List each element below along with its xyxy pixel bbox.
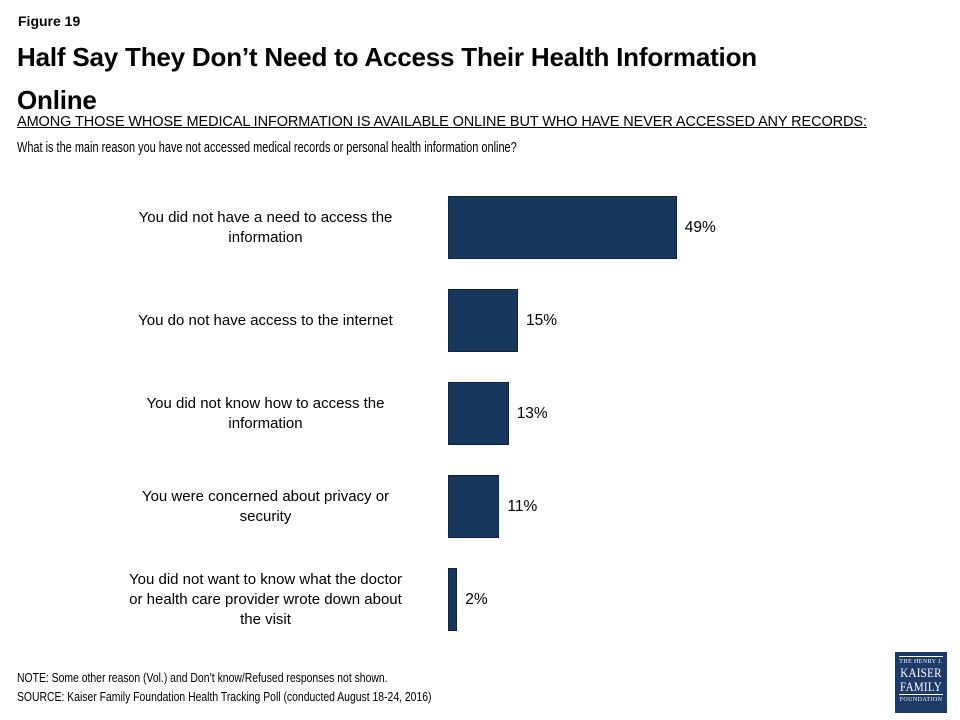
bar-row: You did not have a need to access the in… <box>0 181 960 274</box>
note-text: NOTE: Some other reason (Vol.) and Don’t… <box>17 670 388 685</box>
value-label: 49% <box>684 218 716 236</box>
bar-no-need <box>448 196 677 259</box>
value-label: 15% <box>526 311 558 329</box>
logo-kaiser-text: KAISER <box>900 665 942 680</box>
category-label: You did not have a need to access the in… <box>138 208 393 246</box>
bar-row: You did not want to know what the doctor… <box>0 553 960 646</box>
bar-did-not-want-to-know <box>448 568 458 631</box>
bar-chart: You did not have a need to access the in… <box>0 181 960 646</box>
category-label: You did not know how to access the infor… <box>146 394 385 432</box>
bar-privacy-security <box>448 475 500 538</box>
category-label: You were concerned about privacy or secu… <box>141 487 390 525</box>
bar-row: You do not have access to the internet 1… <box>0 274 960 367</box>
bar-row: You were concerned about privacy or secu… <box>0 460 960 553</box>
page-title: Half Say They Don’t Need to Access Their… <box>17 36 952 122</box>
logo-foundation-text: FOUNDATION <box>899 697 943 703</box>
logo-henry-j-text: THE HENRY J. <box>899 659 943 665</box>
category-label: You do not have access to the internet <box>138 311 393 329</box>
page-title-line-2: Online <box>17 85 97 115</box>
logo-family-text: FAMILY <box>900 678 942 694</box>
kff-logo: THE HENRY J. KAISER FAMILY FOUNDATION <box>895 652 947 713</box>
bar-did-not-know-how <box>448 382 509 445</box>
logo-bottom-rule <box>899 694 943 695</box>
page-title-line-1: Half Say They Don’t Need to Access Their… <box>17 42 757 72</box>
category-label: You did not want to know what the doctor… <box>129 570 402 628</box>
subtitle-population: AMONG THOSE WHOSE MEDICAL INFORMATION IS… <box>17 114 867 130</box>
logo-top-rule <box>899 656 943 657</box>
value-label: 2% <box>465 590 488 608</box>
survey-question: What is the main reason you have not acc… <box>17 139 517 156</box>
value-label: 13% <box>516 404 548 422</box>
bar-no-internet-access <box>448 289 518 352</box>
value-label: 11% <box>507 497 538 515</box>
source-text: SOURCE: Kaiser Family Foundation Health … <box>17 689 432 704</box>
figure-label: Figure 19 <box>18 13 81 29</box>
bar-row: You did not know how to access the infor… <box>0 367 960 460</box>
